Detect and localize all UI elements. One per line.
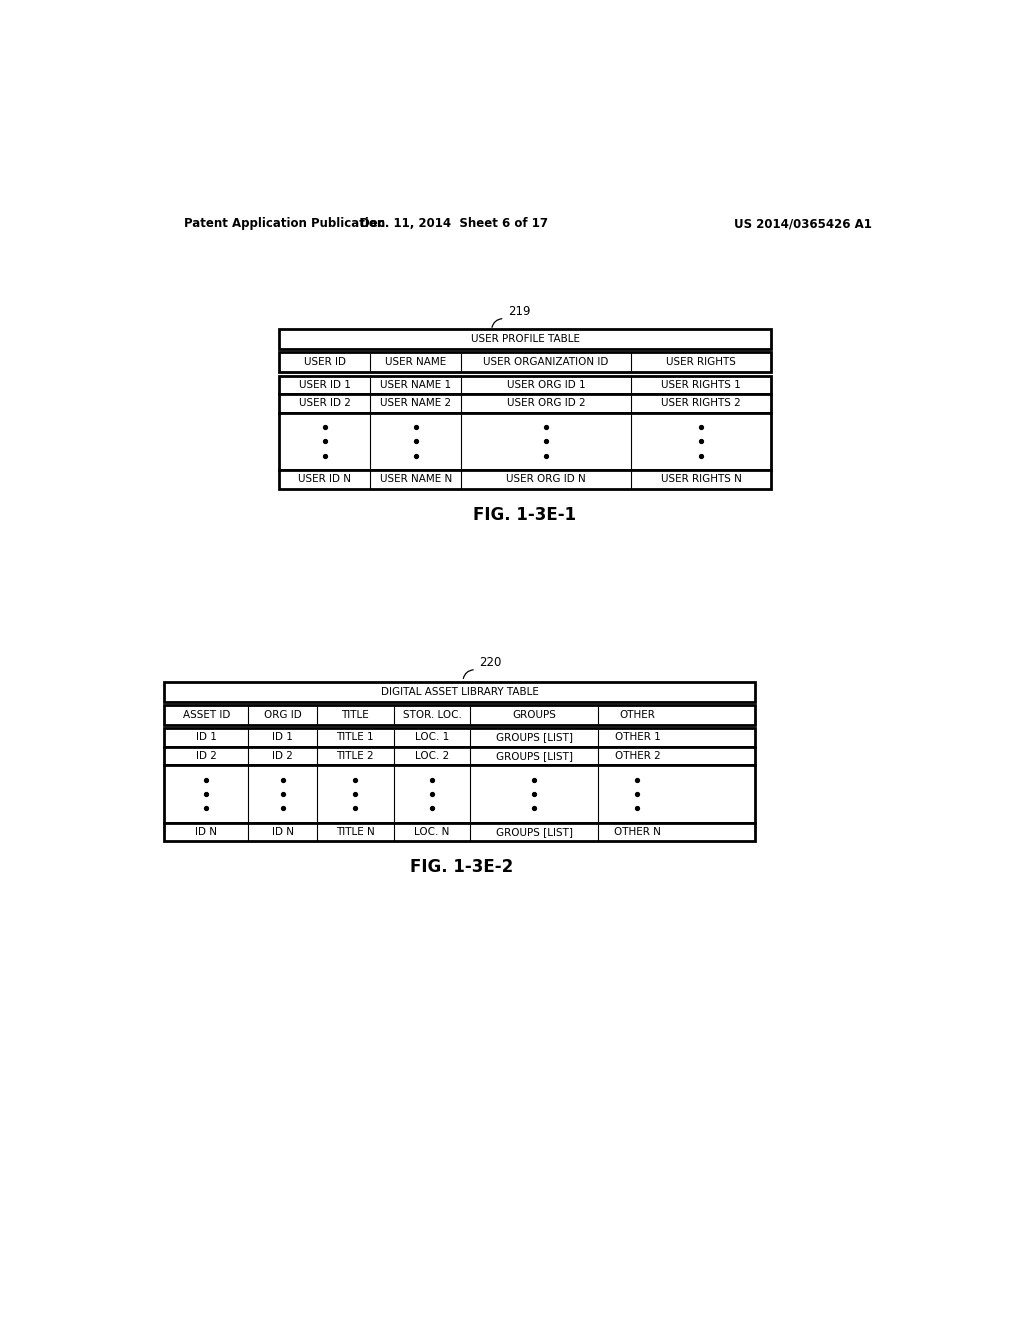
Bar [165, 729, 755, 747]
Bar [165, 682, 755, 702]
Text: US 2014/0365426 A1: US 2014/0365426 A1 [734, 218, 872, 231]
Text: LOC. N: LOC. N [415, 828, 450, 837]
Text: Dec. 11, 2014  Sheet 6 of 17: Dec. 11, 2014 Sheet 6 of 17 [359, 218, 548, 231]
Text: ID 2: ID 2 [196, 751, 217, 760]
Text: FIG. 1-3E-2: FIG. 1-3E-2 [410, 858, 513, 876]
Text: ID 1: ID 1 [272, 733, 293, 742]
Text: USER NAME 1: USER NAME 1 [380, 380, 452, 389]
Text: 219: 219 [508, 305, 530, 318]
Text: USER ORG ID 2: USER ORG ID 2 [507, 399, 586, 408]
Bar [280, 395, 771, 413]
Text: ID 1: ID 1 [196, 733, 217, 742]
Text: USER RIGHTS 1: USER RIGHTS 1 [662, 380, 741, 389]
Text: Patent Application Publication: Patent Application Publication [183, 218, 385, 231]
Text: TITLE 1: TITLE 1 [336, 733, 374, 742]
Text: USER PROFILE TABLE: USER PROFILE TABLE [471, 334, 580, 345]
Text: ID N: ID N [196, 828, 217, 837]
Text: STOR. LOC.: STOR. LOC. [402, 710, 462, 721]
Text: TITLE 2: TITLE 2 [336, 751, 374, 760]
Text: 220: 220 [479, 656, 502, 669]
Text: OTHER 1: OTHER 1 [614, 733, 660, 742]
Text: TITLE N: TITLE N [336, 828, 375, 837]
Text: USER ORG ID 1: USER ORG ID 1 [507, 380, 586, 389]
Bar [280, 376, 771, 395]
Text: GROUPS [LIST]: GROUPS [LIST] [496, 751, 572, 760]
Text: USER RIGHTS 2: USER RIGHTS 2 [662, 399, 741, 408]
Text: USER ORGANIZATION ID: USER ORGANIZATION ID [483, 358, 609, 367]
Text: OTHER N: OTHER N [614, 828, 660, 837]
Text: LOC. 2: LOC. 2 [415, 751, 450, 760]
Text: TITLE: TITLE [341, 710, 369, 721]
Text: USER ID 2: USER ID 2 [299, 399, 350, 408]
Bar [280, 330, 771, 350]
Text: DIGITAL ASSET LIBRARY TABLE: DIGITAL ASSET LIBRARY TABLE [381, 686, 539, 697]
Text: ASSET ID: ASSET ID [182, 710, 230, 721]
Text: LOC. 1: LOC. 1 [415, 733, 450, 742]
Text: USER ID N: USER ID N [298, 474, 351, 484]
Bar [280, 412, 771, 470]
Text: USER NAME N: USER NAME N [380, 474, 452, 484]
Text: USER NAME 2: USER NAME 2 [380, 399, 452, 408]
Bar [165, 822, 755, 841]
Text: USER NAME: USER NAME [385, 358, 446, 367]
Bar [165, 747, 755, 766]
Text: GROUPS [LIST]: GROUPS [LIST] [496, 828, 572, 837]
Text: GROUPS: GROUPS [512, 710, 556, 721]
Text: OTHER: OTHER [620, 710, 655, 721]
Bar [165, 766, 755, 822]
Text: FIG. 1-3E-1: FIG. 1-3E-1 [473, 506, 577, 524]
Bar [280, 470, 771, 488]
Text: ID 2: ID 2 [272, 751, 293, 760]
Text: USER ORG ID N: USER ORG ID N [506, 474, 586, 484]
Text: GROUPS [LIST]: GROUPS [LIST] [496, 733, 572, 742]
Text: ORG ID: ORG ID [263, 710, 301, 721]
Text: USER ID: USER ID [304, 358, 346, 367]
Text: USER RIGHTS: USER RIGHTS [667, 358, 736, 367]
Bar [280, 352, 771, 372]
Bar [165, 705, 755, 725]
Text: ID N: ID N [271, 828, 294, 837]
Text: USER RIGHTS N: USER RIGHTS N [660, 474, 741, 484]
Text: OTHER 2: OTHER 2 [614, 751, 660, 760]
Text: USER ID 1: USER ID 1 [299, 380, 350, 389]
